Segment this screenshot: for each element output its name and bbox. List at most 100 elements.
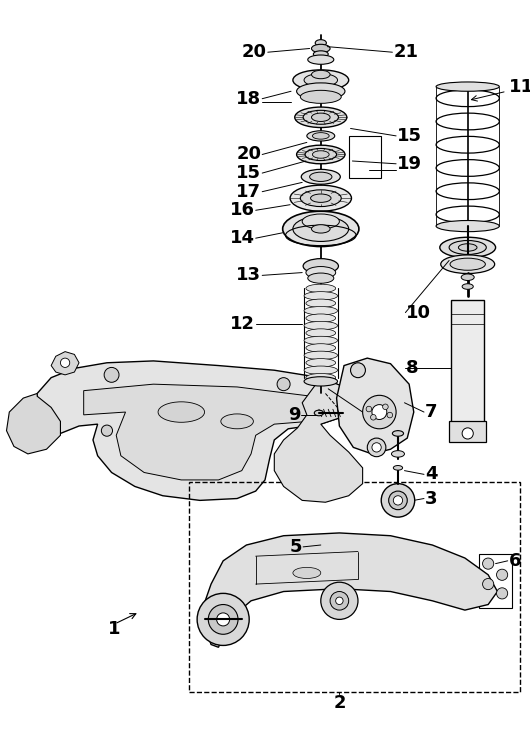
Ellipse shape xyxy=(295,107,347,128)
Circle shape xyxy=(497,588,508,599)
Ellipse shape xyxy=(306,314,335,322)
Ellipse shape xyxy=(304,74,338,87)
Circle shape xyxy=(366,407,372,412)
Text: 18: 18 xyxy=(236,90,261,107)
Circle shape xyxy=(208,604,238,634)
Text: 20: 20 xyxy=(242,43,267,61)
Text: 17: 17 xyxy=(236,183,261,201)
Circle shape xyxy=(101,425,112,436)
Circle shape xyxy=(483,558,494,569)
Ellipse shape xyxy=(306,329,335,337)
Ellipse shape xyxy=(450,258,485,270)
Polygon shape xyxy=(84,384,339,480)
Ellipse shape xyxy=(392,430,403,436)
Polygon shape xyxy=(275,377,363,502)
Circle shape xyxy=(363,395,396,429)
Circle shape xyxy=(277,377,290,391)
Text: 12: 12 xyxy=(230,315,255,333)
Ellipse shape xyxy=(312,44,330,53)
Ellipse shape xyxy=(303,259,339,274)
Text: 21: 21 xyxy=(393,43,418,61)
Ellipse shape xyxy=(282,211,359,246)
Circle shape xyxy=(388,491,407,510)
Ellipse shape xyxy=(315,40,326,46)
Ellipse shape xyxy=(305,148,337,160)
Ellipse shape xyxy=(297,83,345,100)
Circle shape xyxy=(104,368,119,382)
Ellipse shape xyxy=(306,359,335,367)
Ellipse shape xyxy=(293,216,349,242)
Ellipse shape xyxy=(306,266,335,278)
Text: 13: 13 xyxy=(236,266,261,284)
Bar xyxy=(449,421,487,442)
Text: 15: 15 xyxy=(236,164,261,182)
Ellipse shape xyxy=(306,284,335,292)
Ellipse shape xyxy=(461,274,474,280)
Ellipse shape xyxy=(290,185,351,211)
Text: 5: 5 xyxy=(290,538,302,556)
Text: 19: 19 xyxy=(397,154,422,173)
Text: 1: 1 xyxy=(108,620,121,638)
Bar xyxy=(189,482,520,692)
Ellipse shape xyxy=(310,172,332,181)
Text: 7: 7 xyxy=(425,403,437,421)
Ellipse shape xyxy=(158,402,205,422)
Circle shape xyxy=(483,578,494,589)
Ellipse shape xyxy=(301,169,340,184)
Text: 10: 10 xyxy=(407,304,431,322)
Ellipse shape xyxy=(221,414,253,429)
Ellipse shape xyxy=(304,292,338,300)
Text: 3: 3 xyxy=(425,489,437,507)
Text: 6: 6 xyxy=(509,552,521,570)
Circle shape xyxy=(60,358,70,368)
Text: 16: 16 xyxy=(230,201,255,219)
Ellipse shape xyxy=(304,322,338,330)
Ellipse shape xyxy=(436,82,499,91)
Ellipse shape xyxy=(306,299,335,307)
Bar xyxy=(349,136,381,178)
Ellipse shape xyxy=(440,237,496,257)
Ellipse shape xyxy=(301,90,341,104)
Text: 20: 20 xyxy=(236,145,261,163)
Ellipse shape xyxy=(297,145,345,164)
Polygon shape xyxy=(6,393,60,454)
Ellipse shape xyxy=(307,131,335,141)
Circle shape xyxy=(372,404,387,419)
Circle shape xyxy=(497,569,508,580)
Polygon shape xyxy=(37,361,358,501)
Ellipse shape xyxy=(311,194,331,202)
Ellipse shape xyxy=(314,410,324,416)
Circle shape xyxy=(462,428,473,439)
Ellipse shape xyxy=(301,189,341,207)
Circle shape xyxy=(350,363,365,377)
Ellipse shape xyxy=(304,377,338,386)
Circle shape xyxy=(387,413,393,418)
Ellipse shape xyxy=(312,133,329,140)
Ellipse shape xyxy=(293,568,321,578)
Ellipse shape xyxy=(304,336,338,345)
Text: 2: 2 xyxy=(333,694,346,712)
Circle shape xyxy=(197,593,249,645)
Ellipse shape xyxy=(302,214,339,229)
Ellipse shape xyxy=(312,70,330,79)
Ellipse shape xyxy=(308,55,334,64)
Ellipse shape xyxy=(306,374,335,382)
Text: 4: 4 xyxy=(425,466,437,483)
Circle shape xyxy=(381,483,414,517)
Circle shape xyxy=(383,404,388,410)
Text: 8: 8 xyxy=(407,360,419,377)
Ellipse shape xyxy=(293,70,349,90)
Ellipse shape xyxy=(304,351,338,360)
Circle shape xyxy=(393,496,403,505)
Ellipse shape xyxy=(304,366,338,374)
Circle shape xyxy=(217,613,229,626)
Ellipse shape xyxy=(312,151,329,158)
Ellipse shape xyxy=(308,273,334,283)
Ellipse shape xyxy=(449,240,487,254)
Ellipse shape xyxy=(312,113,330,122)
Ellipse shape xyxy=(458,244,477,251)
Bar xyxy=(451,301,484,426)
Circle shape xyxy=(335,597,343,604)
Polygon shape xyxy=(337,358,414,454)
Circle shape xyxy=(321,582,358,619)
